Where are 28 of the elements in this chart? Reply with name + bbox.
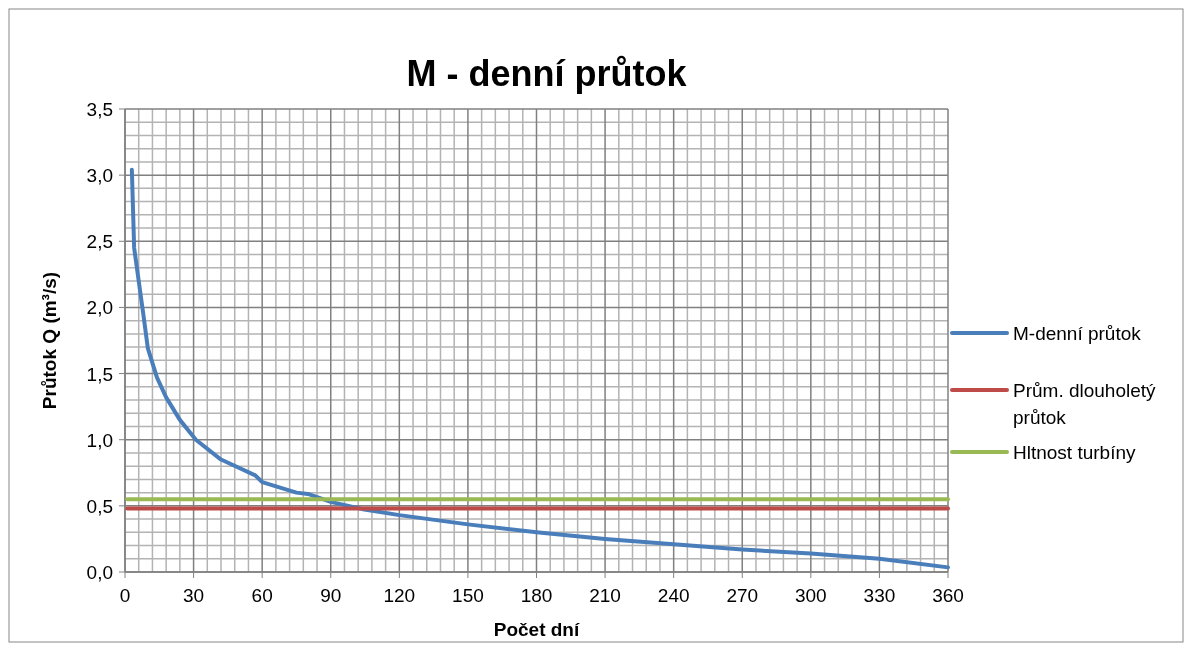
y-tick-label: 1,5 bbox=[86, 363, 113, 385]
x-tick-label: 210 bbox=[589, 585, 621, 606]
x-tick-label: 300 bbox=[794, 585, 827, 606]
x-axis-title: Počet dní bbox=[493, 619, 580, 640]
legend-label: M-denní průtok bbox=[1013, 323, 1142, 344]
legend-label: Hltnost turbíny bbox=[1013, 442, 1136, 463]
x-tick-label: 270 bbox=[726, 585, 759, 606]
x-tick-label: 360 bbox=[932, 585, 964, 606]
x-tick-label: 330 bbox=[863, 585, 896, 606]
y-tick-label: 2,0 bbox=[86, 297, 113, 319]
x-tick-label: 90 bbox=[320, 585, 342, 606]
y-tick-label: 3,0 bbox=[86, 165, 113, 187]
x-tick-label: 60 bbox=[251, 585, 273, 606]
legend-label: Prům. dlouholetý průtok bbox=[1013, 380, 1157, 428]
x-tick-label: 0 bbox=[119, 585, 131, 606]
x-tick-label: 180 bbox=[520, 585, 553, 606]
x-tick-label: 150 bbox=[452, 585, 484, 606]
x-tick-label: 30 bbox=[183, 585, 205, 606]
chart-title: M - denní průtok bbox=[406, 53, 688, 94]
y-tick-label: 2,5 bbox=[86, 231, 113, 253]
y-tick-label: 3,5 bbox=[86, 99, 113, 120]
x-tick-label: 240 bbox=[657, 585, 690, 606]
y-tick-label: 0,5 bbox=[86, 495, 113, 517]
x-tick-label: 120 bbox=[383, 585, 416, 606]
y-tick-label: 0,0 bbox=[86, 562, 113, 583]
line-series bbox=[129, 167, 950, 570]
y-tick-label: 1,0 bbox=[86, 429, 113, 451]
y-axis-title: Průtok Q (m³/s) bbox=[39, 271, 60, 410]
